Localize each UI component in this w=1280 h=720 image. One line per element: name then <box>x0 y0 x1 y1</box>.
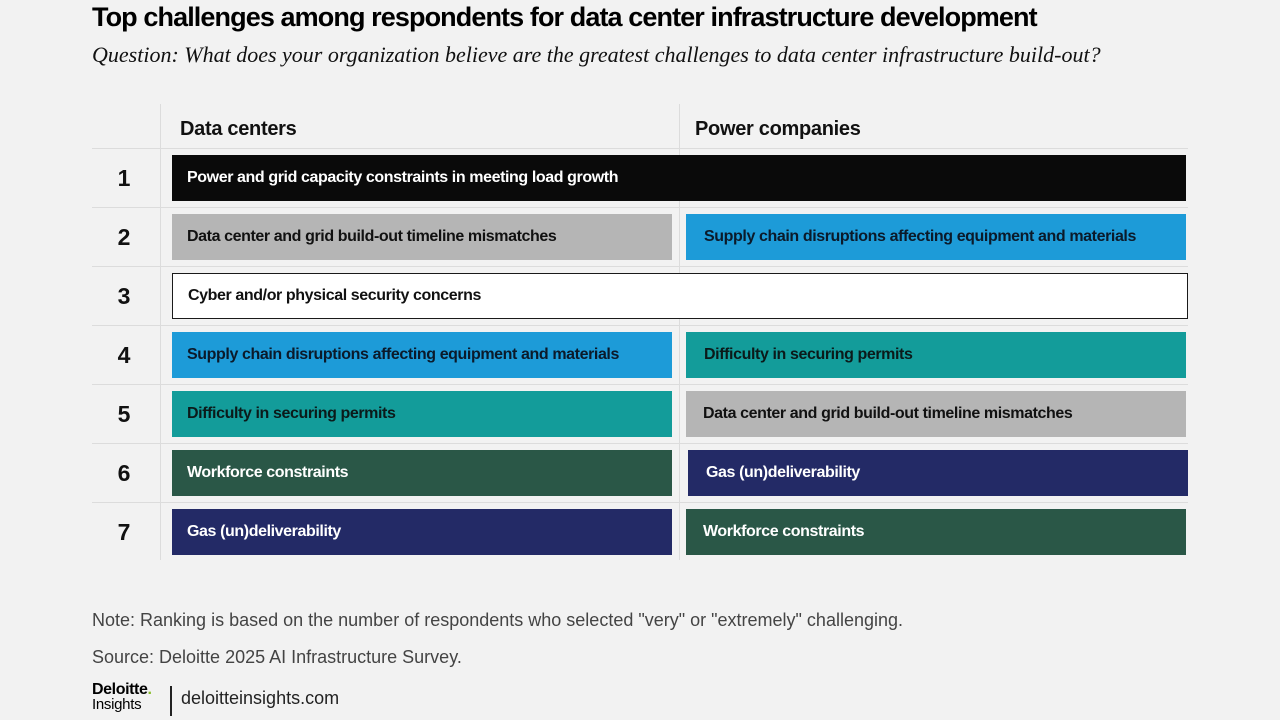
challenge-cell-merged: Power and grid capacity constraints in m… <box>172 155 1186 201</box>
row-divider <box>92 148 1188 149</box>
challenge-cell-power-companies: Difficulty in securing permits <box>686 332 1186 378</box>
rank-label: 7 <box>117 519 131 545</box>
challenge-cell-data-centers: Data center and grid build-out timeline … <box>172 214 672 260</box>
rank-label: 2 <box>117 224 131 250</box>
rank-column-divider <box>160 104 161 560</box>
challenge-cell-power-companies: Workforce constraints <box>686 509 1186 555</box>
chart-title: Top challenges among respondents for dat… <box>92 2 1038 32</box>
logo-dot: . <box>147 681 152 698</box>
rank-label: 3 <box>117 283 131 309</box>
challenge-cell-merged: Cyber and/or physical security concerns <box>172 273 1188 319</box>
challenge-cell-data-centers: Difficulty in securing permits <box>172 391 672 437</box>
row-divider <box>92 502 1188 503</box>
footnote: Note: Ranking is based on the number of … <box>92 610 904 630</box>
logo-separator <box>170 686 172 716</box>
source-note: Source: Deloitte 2025 AI Infrastructure … <box>92 647 462 667</box>
column-divider <box>679 104 680 560</box>
row-divider <box>92 207 1188 208</box>
deloitte-insights-logo: Deloitte. Insights <box>92 681 152 713</box>
column-header-data-centers: Data centers <box>180 118 297 140</box>
row-divider <box>92 266 1188 267</box>
row-divider <box>92 384 1188 385</box>
challenge-cell-power-companies: Supply chain disruptions affecting equip… <box>686 214 1186 260</box>
rank-label: 1 <box>117 165 131 191</box>
rank-label: 6 <box>117 460 131 486</box>
challenge-cell-data-centers: Gas (un)deliverability <box>172 509 672 555</box>
rank-label: 4 <box>117 342 131 368</box>
logo-subtitle: Insights <box>92 696 142 713</box>
website-link[interactable]: deloitteinsights.com <box>181 688 340 708</box>
rank-label: 5 <box>117 401 131 427</box>
challenge-cell-power-companies: Gas (un)deliverability <box>688 450 1188 496</box>
row-divider <box>92 443 1188 444</box>
row-divider <box>92 325 1188 326</box>
challenge-cell-power-companies: Data center and grid build-out timeline … <box>686 391 1186 437</box>
challenge-cell-data-centers: Supply chain disruptions affecting equip… <box>172 332 672 378</box>
challenge-cell-data-centers: Workforce constraints <box>172 450 672 496</box>
logo-brand: Deloitte <box>92 681 148 698</box>
survey-question: Question: What does your organization be… <box>92 42 1101 67</box>
column-header-power-companies: Power companies <box>695 118 861 140</box>
